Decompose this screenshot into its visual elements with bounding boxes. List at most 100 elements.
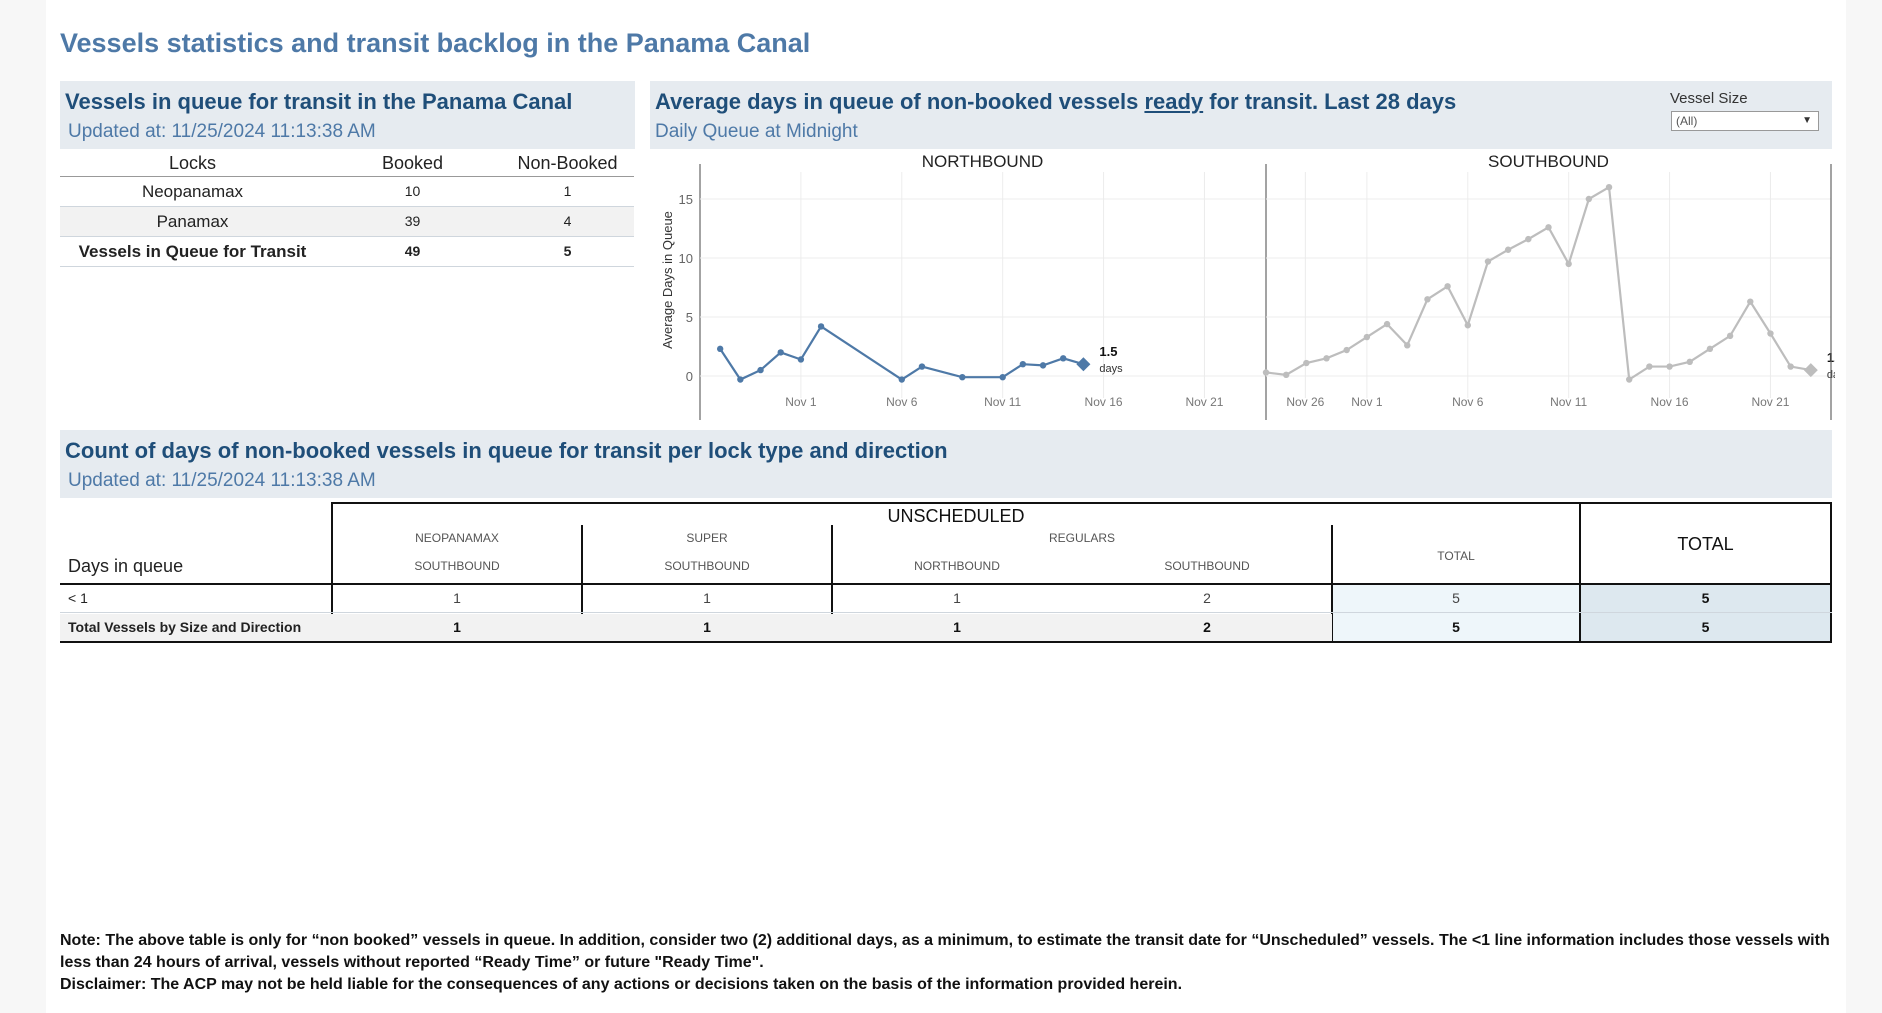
table-border bbox=[60, 583, 1832, 585]
x-tick-label: Nov 26 bbox=[1286, 395, 1324, 409]
chart-subtitle: Daily Queue at Midnight bbox=[655, 121, 858, 142]
data-point bbox=[1545, 224, 1552, 231]
table-row: Neopanamax 10 1 bbox=[60, 177, 634, 207]
data-point bbox=[1747, 298, 1754, 305]
footnote: Note: The above table is only for “non b… bbox=[60, 930, 1835, 996]
y-tick-label: 5 bbox=[686, 310, 693, 325]
data-point bbox=[1605, 184, 1613, 191]
column-header-non-booked: Non-Booked bbox=[517, 153, 618, 173]
lock-header-regulars: REGULARS bbox=[1048, 531, 1116, 545]
table-border bbox=[331, 502, 333, 643]
series-line-northbound bbox=[719, 324, 1084, 381]
data-point bbox=[1444, 283, 1451, 290]
lock-name: Panamax bbox=[156, 212, 229, 231]
count-cell: 1 bbox=[453, 619, 461, 635]
count-cell: 1 bbox=[703, 619, 711, 635]
direction-header: NORTHBOUND bbox=[914, 559, 1000, 573]
direction-header: SOUTHBOUND bbox=[1164, 559, 1250, 573]
queue-panel-title: Vessels in queue for transit in the Pana… bbox=[65, 89, 573, 114]
table-row: Panamax 39 4 bbox=[60, 207, 634, 237]
booked-count: 49 bbox=[404, 243, 421, 259]
count-cell: 1 bbox=[953, 590, 961, 606]
data-point bbox=[737, 376, 744, 383]
data-point bbox=[1323, 355, 1330, 362]
total-column-bg bbox=[1581, 585, 1830, 641]
queue-table-header: Locks Booked Non-Booked bbox=[60, 151, 634, 177]
days-updated-at: Updated at: 11/25/2024 11:13:38 AM bbox=[68, 470, 376, 491]
row-label: Total Vessels by Size and Direction bbox=[68, 619, 302, 635]
data-point bbox=[777, 349, 784, 356]
data-point bbox=[1464, 322, 1471, 329]
queue-updated-at: Updated at: 11/25/2024 11:13:38 AM bbox=[68, 121, 376, 142]
table-border bbox=[1830, 502, 1832, 643]
unscheduled-header: UNSCHEDULED bbox=[887, 506, 1025, 526]
table-border bbox=[1579, 502, 1581, 643]
data-point bbox=[1626, 376, 1633, 383]
y-tick-label: 0 bbox=[686, 369, 693, 384]
data-point bbox=[817, 323, 825, 330]
x-tick-label: Nov 16 bbox=[1085, 395, 1123, 409]
non-booked-count: 1 bbox=[563, 183, 572, 199]
chart-title-end: for transit. Last 28 days bbox=[1203, 89, 1457, 114]
x-tick-label: Nov 16 bbox=[1651, 395, 1689, 409]
data-point bbox=[1019, 361, 1027, 368]
x-tick-label: Nov 6 bbox=[1452, 395, 1484, 409]
column-header-booked: Booked bbox=[381, 153, 444, 173]
days-panel-title: Count of days of non-booked vessels in q… bbox=[65, 438, 948, 463]
dashboard-canvas bbox=[46, 0, 1846, 1013]
chart-panel-title: Average days in queue of non-booked vess… bbox=[655, 89, 1456, 115]
data-point bbox=[1767, 330, 1774, 337]
data-point bbox=[1060, 355, 1067, 362]
x-tick-label: Nov 21 bbox=[1751, 395, 1789, 409]
lock-name: Neopanamax bbox=[141, 182, 244, 201]
booked-count: 39 bbox=[404, 213, 421, 229]
data-point bbox=[1646, 363, 1653, 370]
non-booked-count: 5 bbox=[563, 243, 572, 259]
data-point bbox=[716, 345, 724, 353]
days-in-queue-table: UNSCHEDULED NEOPANAMAX SUPER REGULARS SO… bbox=[60, 500, 1833, 643]
page-title: Vessels statistics and transit backlog i… bbox=[60, 28, 811, 58]
data-point bbox=[1585, 195, 1593, 203]
data-point bbox=[1303, 359, 1310, 367]
data-point bbox=[757, 366, 764, 374]
row-divider bbox=[60, 612, 1832, 613]
vessel-size-label: Vessel Size bbox=[1670, 90, 1748, 107]
x-tick-label: Nov 11 bbox=[984, 395, 1021, 409]
total-cell: 5 bbox=[1701, 590, 1710, 606]
panel-title-northbound: NORTHBOUND bbox=[922, 152, 1044, 171]
data-point bbox=[1404, 342, 1411, 349]
total-row-bg bbox=[60, 614, 1332, 641]
queue-table: Locks Booked Non-Booked Neopanamax 10 1 … bbox=[60, 151, 634, 267]
last-value-unit: days bbox=[1099, 363, 1123, 375]
booked-count: 10 bbox=[404, 183, 421, 199]
data-point bbox=[1363, 333, 1371, 341]
data-point bbox=[1565, 260, 1572, 268]
data-point bbox=[999, 373, 1006, 381]
data-point bbox=[1262, 369, 1270, 376]
data-point bbox=[959, 373, 966, 381]
footnote-note: Note: The above table is only for “non b… bbox=[60, 932, 1830, 971]
row-header-days-in-queue: Days in queue bbox=[68, 556, 184, 576]
vessel-size-value: (All) bbox=[1676, 114, 1698, 128]
direction-header: SOUTHBOUND bbox=[414, 559, 500, 573]
count-cell: 2 bbox=[1203, 619, 1211, 635]
count-cell: 1 bbox=[453, 590, 461, 606]
total-header: TOTAL bbox=[1677, 534, 1734, 554]
y-axis-label: Average Days in Queue bbox=[660, 211, 675, 349]
last-value-label: 1.5 bbox=[1099, 344, 1117, 359]
x-tick-label: Nov 11 bbox=[1550, 395, 1587, 409]
data-point bbox=[1383, 320, 1391, 328]
panel-title-southbound: SOUTHBOUND bbox=[1488, 152, 1609, 171]
data-point bbox=[898, 376, 905, 383]
queue-panel-header: Vessels in queue for transit in the Pana… bbox=[60, 81, 635, 149]
vessel-size-dropdown[interactable]: (All) ▼ bbox=[1671, 111, 1819, 131]
x-tick-label: Nov 21 bbox=[1185, 395, 1223, 409]
data-point bbox=[1343, 346, 1350, 354]
lock-name: Vessels in Queue for Transit bbox=[78, 242, 307, 261]
data-point bbox=[1039, 362, 1047, 369]
y-tick-label: 15 bbox=[679, 192, 693, 207]
data-point bbox=[1484, 258, 1492, 265]
table-border bbox=[331, 502, 1831, 504]
subtotal-cell: 5 bbox=[1452, 590, 1460, 606]
direction-header: SOUTHBOUND bbox=[664, 559, 750, 573]
